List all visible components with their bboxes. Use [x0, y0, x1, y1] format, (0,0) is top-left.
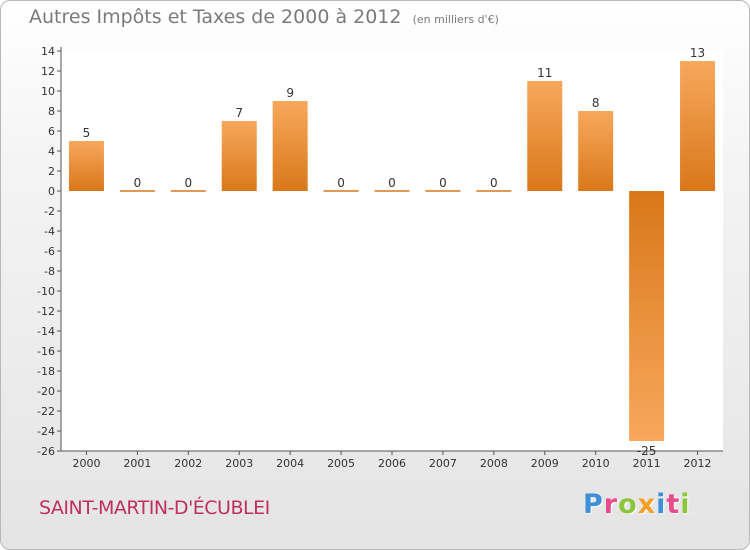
y-tick-label: -26 — [37, 445, 55, 458]
y-tick-label: -10 — [37, 285, 55, 298]
x-tick-label: 2012 — [684, 457, 712, 470]
bar — [272, 101, 308, 191]
x-tick-label: 2009 — [531, 457, 559, 470]
commune-name: SAINT-MARTIN-D'ÉCUBLEI — [39, 497, 270, 519]
data-label: 0 — [439, 176, 447, 190]
data-label: 0 — [184, 176, 192, 190]
bar — [578, 111, 614, 191]
y-tick-label: -2 — [44, 205, 55, 218]
logo-letter: o — [618, 489, 638, 520]
y-tick-label: 12 — [41, 65, 55, 78]
y-tick-label: -18 — [37, 365, 55, 378]
y-tick-label: -14 — [37, 325, 55, 338]
x-tick-label: 2008 — [480, 457, 508, 470]
x-tick-label: 2002 — [174, 457, 202, 470]
y-tick-label: 6 — [48, 125, 55, 138]
x-tick-label: 2005 — [327, 457, 355, 470]
x-tick-label: 2000 — [72, 457, 100, 470]
x-tick-label: 2001 — [123, 457, 151, 470]
data-label: 7 — [235, 106, 243, 120]
y-tick-label: 8 — [48, 105, 55, 118]
y-tick-label: -22 — [37, 405, 55, 418]
data-label: 11 — [537, 66, 552, 80]
logo-letter: t — [666, 489, 681, 520]
y-tick-label: -24 — [37, 425, 55, 438]
data-label: 13 — [690, 46, 705, 60]
bar — [680, 61, 716, 191]
data-label: 0 — [337, 176, 345, 190]
bar — [527, 81, 563, 191]
y-tick-label: -4 — [44, 225, 55, 238]
data-label: 0 — [490, 176, 498, 190]
chart-title: Autres Impôts et Taxes de 2000 à 2012 — [29, 6, 402, 28]
logo-letter: P — [583, 489, 604, 520]
logo-letter: i — [656, 489, 667, 520]
plot-area — [61, 51, 723, 451]
y-tick-label: 4 — [48, 145, 55, 158]
bar — [629, 191, 665, 441]
bar — [68, 141, 104, 191]
y-tick-label: -20 — [37, 385, 55, 398]
x-tick-label: 2006 — [378, 457, 406, 470]
y-tick-label: 10 — [41, 85, 55, 98]
title-row: Autres Impôts et Taxes de 2000 à 2012 (e… — [29, 6, 499, 28]
y-tick-label: 0 — [48, 185, 55, 198]
x-tick-label: 2011 — [633, 457, 661, 470]
logo-letter: r — [603, 489, 619, 520]
logo-letter: i — [680, 489, 691, 520]
data-label: 0 — [134, 176, 142, 190]
y-tick-label: 2 — [48, 165, 55, 178]
x-tick-label: 2010 — [582, 457, 610, 470]
data-label: 0 — [388, 176, 396, 190]
data-label: 8 — [592, 96, 600, 110]
proxiti-logo: Proxiti — [583, 489, 691, 520]
x-tick-label: 2007 — [429, 457, 457, 470]
y-tick-label: -16 — [37, 345, 55, 358]
y-tick-label: -6 — [44, 245, 55, 258]
logo-letter: x — [637, 489, 657, 520]
data-label: 5 — [83, 126, 91, 140]
x-tick-label: 2004 — [276, 457, 304, 470]
x-tick-label: 2003 — [225, 457, 253, 470]
chart-unit: (en milliers d'€) — [412, 13, 499, 26]
data-label: 9 — [286, 86, 294, 100]
y-tick-label: -8 — [44, 265, 55, 278]
y-tick-label: -12 — [37, 305, 55, 318]
y-tick-label: 14 — [41, 45, 55, 58]
bar — [221, 121, 257, 191]
